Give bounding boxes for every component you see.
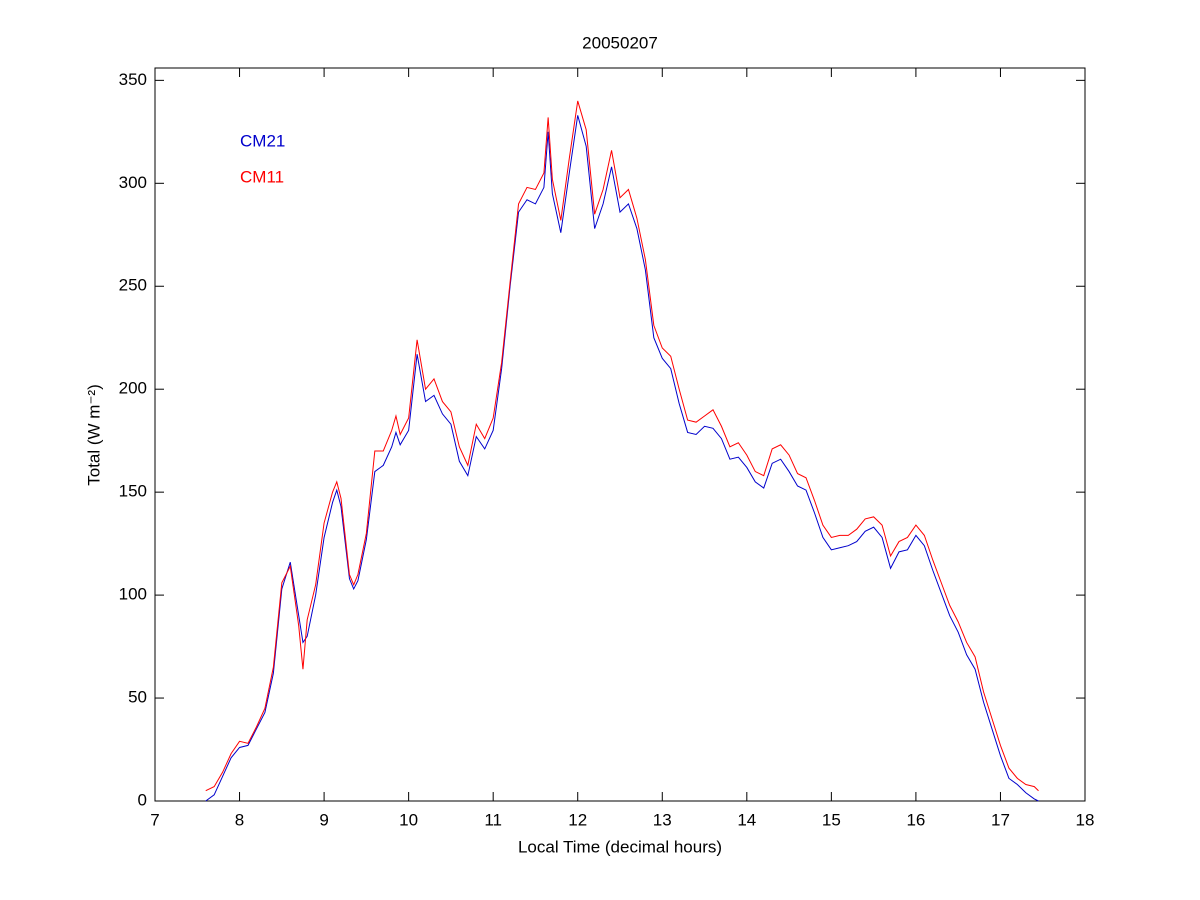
x-tick-label: 16 — [906, 810, 925, 829]
y-tick-label: 200 — [119, 379, 147, 398]
y-tick-label: 250 — [119, 276, 147, 295]
legend-label: CM21 — [240, 131, 285, 150]
x-tick-label: 12 — [568, 810, 587, 829]
data-line — [205, 115, 1039, 802]
plot-frame — [154, 67, 1086, 802]
y-axis-label: Total (W m⁻²) — [84, 384, 103, 486]
y-tick-label: 300 — [119, 173, 147, 192]
x-tick-label: 15 — [822, 810, 841, 829]
x-tick-label: 7 — [150, 810, 159, 829]
x-tick-label: 10 — [399, 810, 418, 829]
y-tick-label: 350 — [119, 70, 147, 89]
y-tick-label: 0 — [138, 790, 147, 809]
x-tick-label: 18 — [1076, 810, 1095, 829]
chart-title: 20050207 — [582, 33, 658, 52]
y-tick-label: 150 — [119, 482, 147, 501]
x-axis-label: Local Time (decimal hours) — [518, 837, 722, 856]
x-tick-label: 17 — [991, 810, 1010, 829]
data-line — [205, 100, 1039, 792]
x-tick-label: 11 — [484, 810, 502, 829]
x-tick-label: 13 — [653, 810, 672, 829]
y-tick-label: 50 — [128, 688, 147, 707]
x-tick-label: 9 — [319, 810, 328, 829]
y-tick-label: 100 — [119, 585, 147, 604]
x-tick-label: 8 — [235, 810, 244, 829]
legend-label: CM11 — [240, 167, 284, 186]
x-tick-label: 14 — [737, 810, 756, 829]
